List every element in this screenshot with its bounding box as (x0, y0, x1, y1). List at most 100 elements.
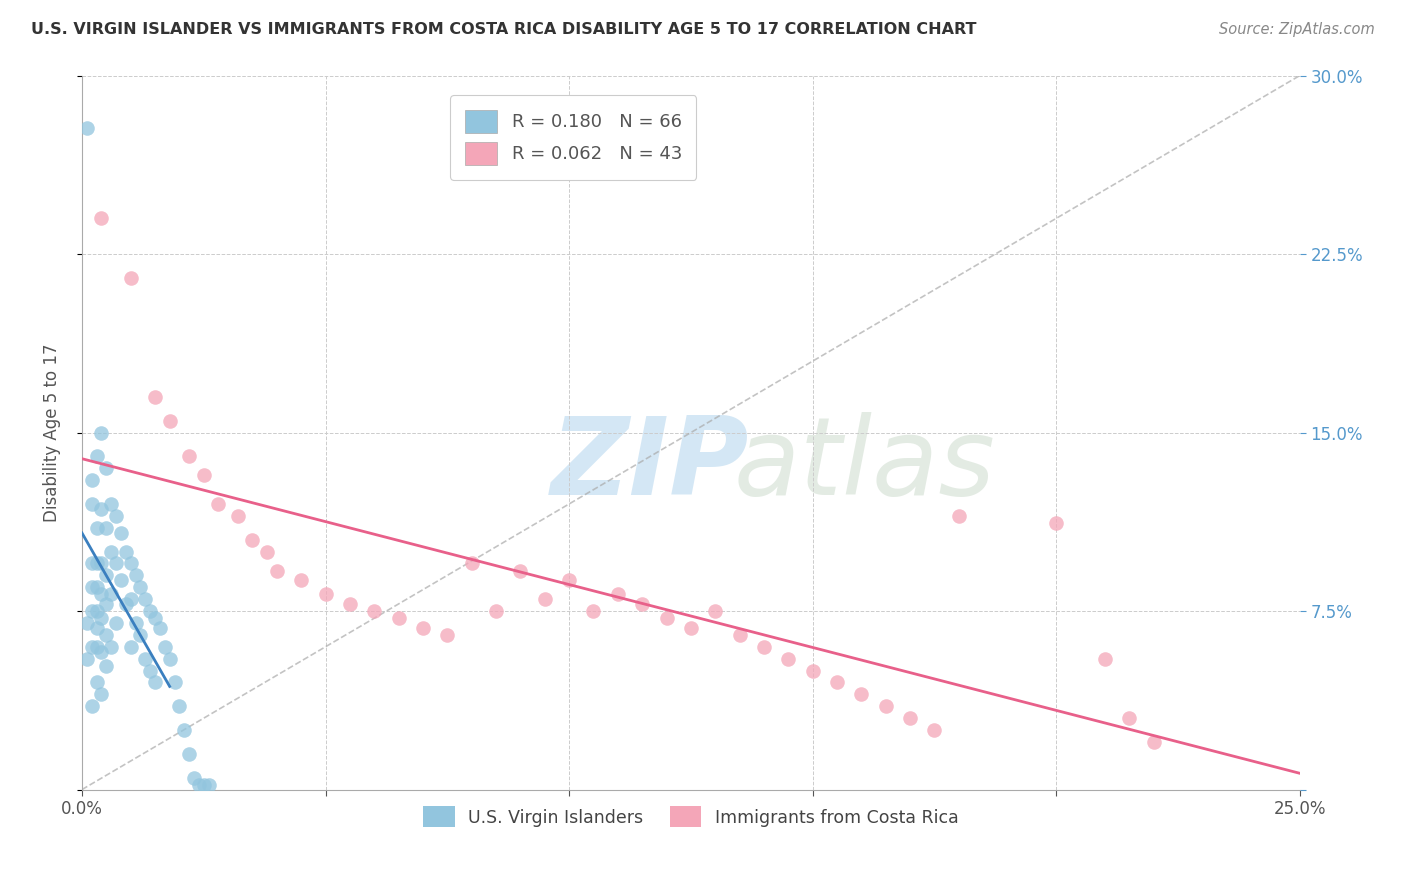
Point (86, 557, 108, 571)
Point (256, 544, 278, 558)
Point (801, 664, 824, 678)
Point (90, 587, 112, 601)
Point (169, 699, 191, 714)
Point (197, 778, 219, 792)
Point (90, 501, 112, 516)
Point (124, 615, 146, 630)
Point (80, 640, 103, 654)
Point (752, 640, 775, 654)
Point (86, 621, 108, 635)
Point (100, 497, 122, 511)
Point (86, 675, 108, 690)
Point (100, 544, 122, 558)
Point (90, 425, 112, 440)
Point (582, 604, 605, 618)
Point (679, 621, 702, 635)
Point (149, 621, 172, 635)
Point (100, 640, 122, 654)
Point (163, 675, 186, 690)
Point (134, 592, 156, 607)
Point (120, 640, 142, 654)
Point (1045, 516, 1067, 530)
Point (187, 778, 209, 792)
Point (207, 497, 229, 511)
Point (124, 568, 146, 582)
Point (143, 675, 166, 690)
Point (412, 621, 434, 635)
Point (388, 611, 411, 625)
Point (80, 473, 103, 487)
Point (139, 604, 162, 618)
Point (110, 573, 132, 587)
Point (728, 628, 751, 642)
Point (96, 658, 118, 673)
Point (90, 644, 112, 658)
Point (948, 508, 970, 523)
Point (80, 557, 103, 571)
Point (120, 592, 142, 607)
Point (339, 597, 361, 611)
Point (134, 651, 156, 665)
Point (114, 544, 136, 558)
Point (86, 640, 108, 654)
Legend: U.S. Virgin Islanders, Immigrants from Costa Rica: U.S. Virgin Islanders, Immigrants from C… (416, 799, 966, 834)
Point (110, 525, 132, 540)
Point (655, 611, 678, 625)
Point (193, 468, 215, 483)
Point (105, 615, 128, 630)
Point (851, 687, 873, 701)
Point (183, 771, 205, 785)
Text: ZIP: ZIP (551, 412, 749, 517)
Point (105, 557, 128, 571)
Point (105, 508, 128, 523)
Point (242, 533, 264, 547)
Point (96, 521, 118, 535)
Point (80, 604, 103, 618)
Point (86, 604, 108, 618)
Point (143, 611, 166, 625)
Point (315, 587, 337, 601)
Point (290, 573, 312, 587)
Point (96, 597, 118, 611)
Point (90, 211, 112, 226)
Point (96, 461, 118, 475)
Point (129, 628, 152, 642)
Point (76, 120, 98, 135)
Point (76, 615, 98, 630)
Point (778, 651, 800, 665)
Point (898, 711, 921, 725)
Point (179, 747, 201, 761)
Point (1118, 711, 1140, 725)
Point (226, 508, 249, 523)
Point (485, 604, 508, 618)
Point (90, 687, 112, 701)
Point (1143, 735, 1166, 749)
Point (179, 450, 201, 464)
Point (86, 580, 108, 594)
Point (120, 270, 142, 285)
Point (159, 414, 181, 428)
Y-axis label: Disability Age 5 to 17: Disability Age 5 to 17 (44, 343, 60, 522)
Point (129, 580, 152, 594)
Point (193, 778, 215, 792)
Point (80, 580, 103, 594)
Point (86, 450, 108, 464)
Point (76, 651, 98, 665)
Point (436, 628, 458, 642)
Point (924, 723, 946, 737)
Text: atlas: atlas (734, 412, 995, 517)
Point (90, 557, 112, 571)
Point (86, 521, 108, 535)
Point (363, 604, 385, 618)
Point (96, 628, 118, 642)
Point (533, 592, 555, 607)
Point (509, 564, 531, 578)
Text: Source: ZipAtlas.com: Source: ZipAtlas.com (1219, 22, 1375, 37)
Point (460, 557, 482, 571)
Point (631, 597, 654, 611)
Point (825, 675, 848, 690)
Point (875, 699, 897, 714)
Point (704, 604, 727, 618)
Point (96, 568, 118, 582)
Point (114, 597, 136, 611)
